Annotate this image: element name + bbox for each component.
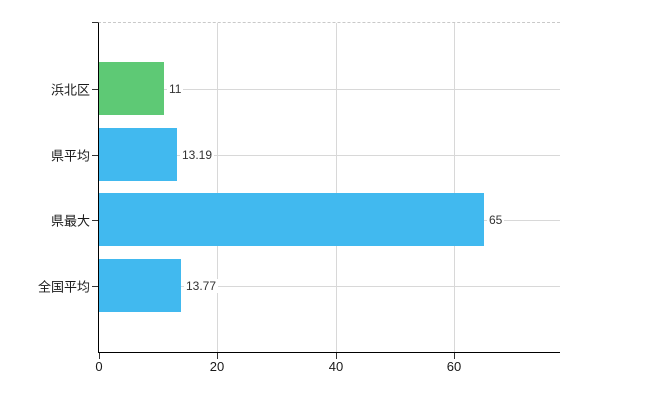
x-axis-tick [99,353,100,359]
bar-県平均[interactable] [99,128,177,181]
bar-全国平均[interactable] [99,259,181,312]
horizontal-gridline [99,155,560,156]
category-label: 県平均 [50,148,90,164]
y-axis-tick [92,286,98,287]
category-label: 県最大 [50,213,90,229]
vertical-gridline [454,23,455,352]
vertical-gridline [336,23,337,352]
value-label: 11 [167,82,184,96]
y-axis-tick [92,22,98,23]
vertical-gridline [217,23,218,352]
bar-県最大[interactable] [99,193,484,246]
y-axis-tick [92,155,98,156]
x-axis-tick [454,353,455,359]
y-axis-tick [92,220,98,221]
value-label: 65 [487,213,505,227]
value-label: 13.77 [184,279,219,293]
y-axis-tick [92,89,98,90]
category-label: 浜北区 [50,82,90,98]
bar-浜北区[interactable] [99,62,164,115]
x-tick-label: 20 [209,359,225,374]
x-tick-label: 40 [328,359,344,374]
x-tick-label: 60 [446,359,462,374]
horizontal-gridline [99,89,560,90]
plot-area: 0 20 40 60 浜北区 11 県平均 13.19 県最大 65 全国平均 13.77 [38,22,560,374]
horizontal-gridline [99,286,560,287]
value-label: 13.19 [180,148,215,162]
category-label: 全国平均 [37,279,90,295]
x-axis-tick [217,353,218,359]
x-tick-label: 0 [95,359,103,374]
x-axis-tick [336,353,337,359]
